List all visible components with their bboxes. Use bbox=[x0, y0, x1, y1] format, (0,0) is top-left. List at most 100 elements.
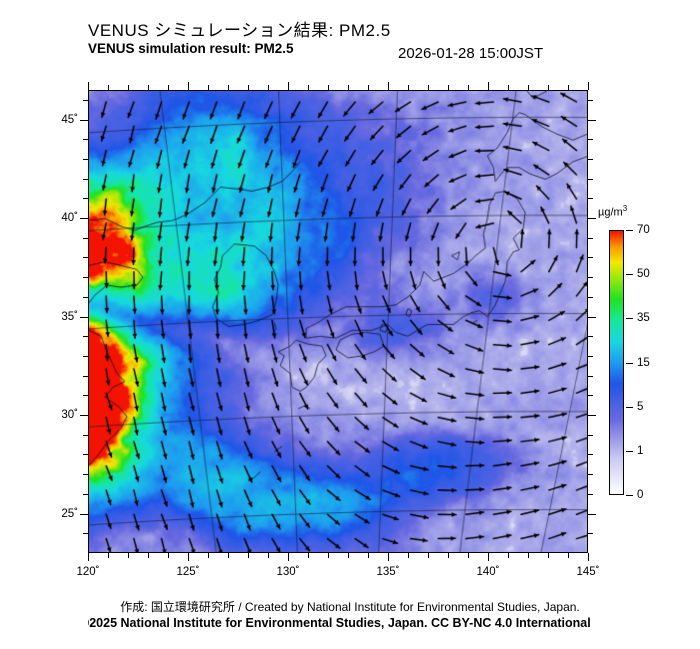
y-tick-26 bbox=[83, 493, 88, 495]
credit-line: 作成: 国立環境研究所 / Created by National Instit… bbox=[120, 600, 580, 614]
colorbar-tick-15 bbox=[626, 362, 633, 364]
x-tick-126 bbox=[208, 553, 209, 558]
y-tick-right-26 bbox=[588, 493, 593, 495]
x-tick-top-126 bbox=[208, 85, 209, 90]
x-tick-140 bbox=[488, 553, 489, 561]
y-tick-right-33 bbox=[588, 355, 593, 357]
y-tick-right-38 bbox=[588, 257, 593, 259]
page-title-english: VENUS simulation result: PM2.5 bbox=[88, 41, 294, 56]
x-tick-top-125 bbox=[188, 82, 189, 90]
x-tick-136 bbox=[408, 553, 409, 558]
map-frame bbox=[88, 90, 588, 553]
y-tick-43 bbox=[83, 158, 88, 160]
x-tick-top-136 bbox=[408, 85, 409, 90]
x-tick-top-137 bbox=[428, 85, 429, 90]
x-tick-127 bbox=[228, 553, 229, 558]
colorbar-tick-50 bbox=[626, 274, 633, 276]
x-tick-top-134 bbox=[368, 85, 369, 90]
x-tick-121 bbox=[108, 553, 109, 558]
x-tick-131 bbox=[308, 553, 309, 558]
license-text: ©2025 National Institute for Environment… bbox=[88, 616, 591, 630]
x-tick-top-123 bbox=[148, 85, 149, 90]
y-tick-32 bbox=[83, 375, 88, 377]
y-tick-36 bbox=[83, 296, 88, 298]
x-tick-143 bbox=[548, 553, 549, 558]
x-tick-top-132 bbox=[328, 85, 329, 90]
y-tick-39 bbox=[83, 237, 88, 239]
x-tick-top-141 bbox=[508, 85, 509, 90]
x-axis-label-130: 130˚ bbox=[276, 566, 300, 578]
x-tick-124 bbox=[168, 553, 169, 558]
y-tick-right-29 bbox=[588, 434, 593, 436]
y-tick-right-40 bbox=[588, 218, 596, 220]
y-tick-right-32 bbox=[588, 375, 593, 377]
x-axis-label-135: 135˚ bbox=[376, 566, 400, 578]
x-tick-top-121 bbox=[108, 85, 109, 90]
x-tick-top-145 bbox=[588, 82, 589, 90]
x-tick-145 bbox=[588, 553, 589, 561]
y-tick-right-24 bbox=[588, 533, 593, 535]
x-tick-120 bbox=[88, 553, 89, 561]
y-tick-30 bbox=[80, 415, 88, 417]
y-tick-45 bbox=[80, 119, 88, 121]
x-tick-122 bbox=[128, 553, 129, 558]
y-tick-right-41 bbox=[588, 198, 593, 200]
colorbar-tick-5 bbox=[626, 406, 633, 408]
x-tick-top-133 bbox=[348, 85, 349, 90]
x-tick-129 bbox=[268, 553, 269, 558]
y-tick-right-31 bbox=[588, 395, 593, 397]
colorbar-label-15: 15 bbox=[637, 356, 650, 369]
y-tick-42 bbox=[83, 178, 88, 180]
x-axis-label-125: 125˚ bbox=[176, 566, 200, 578]
x-axis-label-140: 140˚ bbox=[476, 566, 500, 578]
colorbar-gradient bbox=[610, 231, 623, 494]
colorbar-tick-35 bbox=[626, 318, 633, 320]
y-tick-24 bbox=[83, 533, 88, 535]
x-tick-132 bbox=[328, 553, 329, 558]
y-tick-44 bbox=[83, 139, 88, 141]
x-tick-139 bbox=[468, 553, 469, 558]
x-tick-top-120 bbox=[88, 82, 89, 90]
colorbar-label-70: 70 bbox=[637, 224, 650, 236]
colorbar-label-0: 0 bbox=[637, 489, 644, 501]
x-tick-top-135 bbox=[388, 82, 389, 90]
y-tick-right-30 bbox=[588, 415, 596, 417]
y-tick-right-45 bbox=[588, 119, 596, 121]
y-tick-25 bbox=[80, 513, 88, 515]
y-tick-right-39 bbox=[588, 237, 593, 239]
y-tick-right-28 bbox=[588, 454, 593, 456]
x-tick-135 bbox=[388, 553, 389, 561]
x-tick-142 bbox=[528, 553, 529, 558]
x-tick-128 bbox=[248, 553, 249, 558]
colorbar-tick-0 bbox=[626, 495, 633, 496]
y-tick-33 bbox=[83, 355, 88, 357]
y-tick-40 bbox=[80, 218, 88, 220]
colorbar-label-5: 5 bbox=[637, 400, 644, 413]
y-axis-label-30: 30˚ bbox=[61, 409, 78, 422]
colorbar-label-1: 1 bbox=[637, 444, 644, 457]
x-tick-138 bbox=[448, 553, 449, 558]
x-tick-top-131 bbox=[308, 85, 309, 90]
y-tick-right-25 bbox=[588, 513, 596, 515]
colorbar-label-35: 35 bbox=[637, 312, 650, 325]
colorbar-unit-label: µg/m3 bbox=[598, 204, 627, 219]
x-tick-137 bbox=[428, 553, 429, 558]
y-tick-46 bbox=[83, 99, 88, 101]
x-tick-top-129 bbox=[268, 85, 269, 90]
map-plot-area bbox=[88, 90, 588, 553]
colorbar-tick-70 bbox=[626, 230, 633, 231]
colorbar-label-50: 50 bbox=[637, 268, 650, 281]
x-tick-123 bbox=[148, 553, 149, 558]
x-tick-top-130 bbox=[288, 82, 289, 90]
x-tick-top-122 bbox=[128, 85, 129, 90]
x-tick-top-138 bbox=[448, 85, 449, 90]
y-tick-right-36 bbox=[588, 296, 593, 298]
y-tick-27 bbox=[83, 474, 88, 476]
y-tick-34 bbox=[83, 336, 88, 338]
colorbar-tick-1 bbox=[626, 450, 633, 452]
colorbar bbox=[609, 230, 624, 495]
colorbar-unit-exponent: 3 bbox=[622, 204, 628, 213]
page-title-japanese: VENUS シミュレーション結果: PM2.5 bbox=[88, 21, 391, 40]
y-tick-28 bbox=[83, 454, 88, 456]
